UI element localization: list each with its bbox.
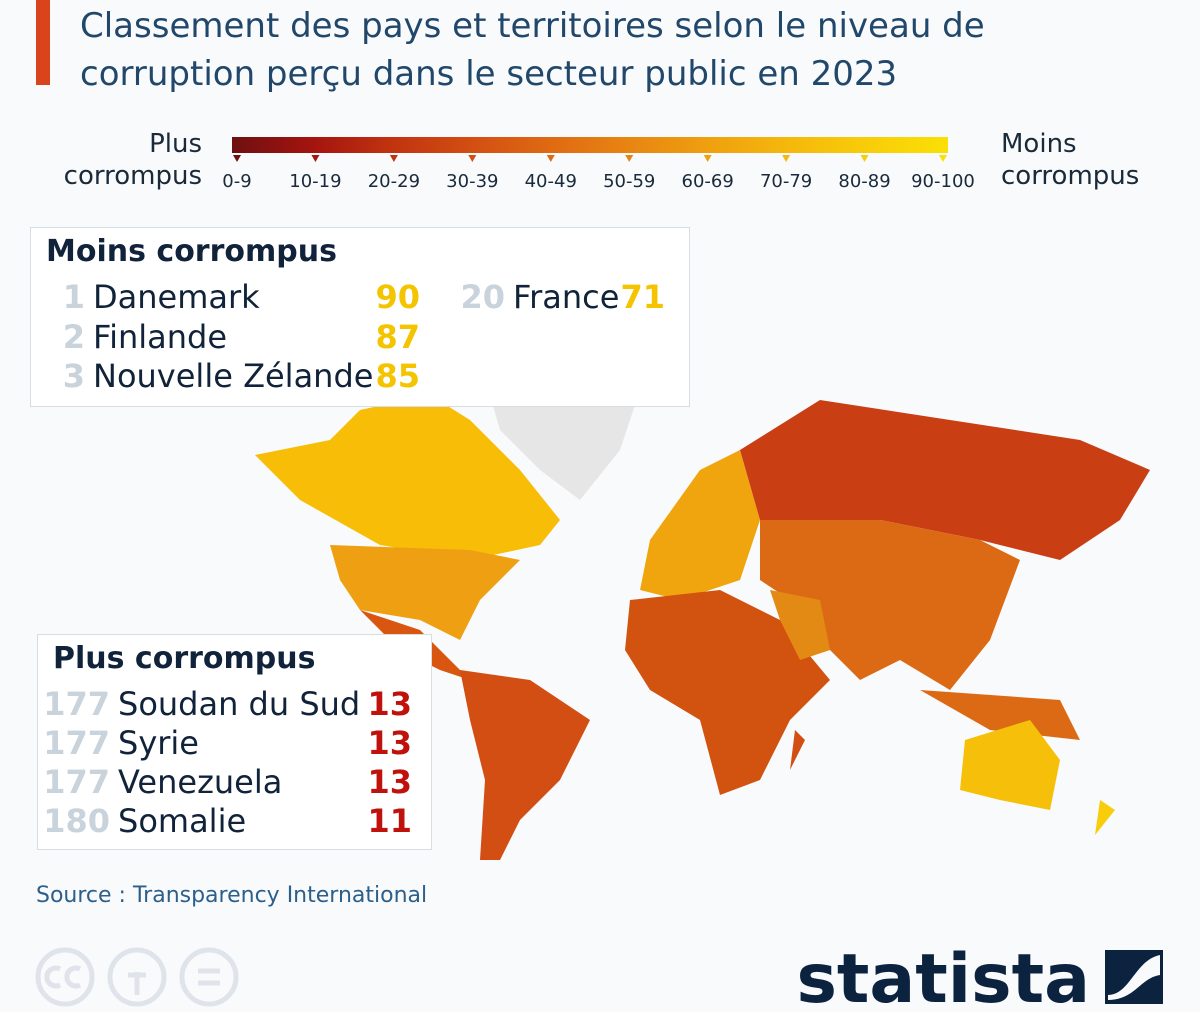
legend-bin-label: 60-69: [682, 171, 734, 192]
region: [625, 590, 830, 795]
region: [790, 730, 805, 770]
legend-bin-label: 50-59: [603, 171, 655, 192]
license-icons: [35, 947, 239, 1007]
legend-marker: [311, 155, 320, 162]
legend-marker: [703, 155, 712, 162]
world-map: [255, 380, 1150, 860]
rank: 3: [62, 357, 85, 395]
color-scale: [232, 137, 948, 153]
legend-marker: [860, 155, 869, 162]
score: 71: [620, 278, 665, 316]
most-corrupt-box: Plus corrompus 177 Soudan du Sud 13 177 Syri…: [37, 634, 432, 850]
legend-bin-label: 10-19: [289, 171, 341, 192]
icon: [198, 968, 220, 986]
score: 13: [367, 685, 412, 723]
legend-marker: [625, 155, 634, 162]
region: [960, 720, 1060, 810]
score: 11: [367, 802, 412, 840]
region: [330, 545, 520, 640]
region: [1095, 800, 1115, 835]
legend-bin-label: 80-89: [838, 171, 890, 192]
rank: 20: [460, 278, 505, 316]
legend-bin-label: 90-100: [911, 171, 975, 192]
region: [760, 520, 1020, 690]
region: [255, 395, 560, 560]
rank: 177: [43, 724, 110, 762]
title: Classement des pays et territoires selon…: [80, 6, 985, 94]
legend-marker: [233, 155, 241, 162]
logo: [1108, 955, 1160, 1000]
box-title: Plus corrompus: [53, 641, 316, 676]
score: 90: [375, 278, 420, 316]
legend-marker: [546, 155, 555, 162]
country: France: [513, 278, 620, 316]
brand: statista: [796, 940, 1090, 1012]
icon: [128, 972, 146, 995]
icon: [179, 947, 239, 1007]
legend-bin-label: 20-29: [368, 171, 420, 192]
rank: 177: [43, 685, 110, 723]
country: Syrie: [118, 724, 199, 762]
country: Venezuela: [118, 763, 283, 801]
legend-bin-label: 0-9: [222, 171, 251, 192]
legend-bin-label: 40-49: [525, 171, 577, 192]
icon: [35, 947, 95, 1007]
region: [490, 380, 640, 500]
country: Finlande: [93, 317, 228, 356]
score: 13: [367, 763, 412, 801]
score: 13: [367, 724, 412, 762]
score: 87: [375, 317, 420, 356]
icon: [44, 965, 82, 989]
country: Somalie: [118, 802, 247, 840]
country: Nouvelle Zélande: [93, 357, 374, 395]
rank: 2: [62, 317, 85, 356]
legend-marker: [468, 155, 477, 162]
legend-bin-label: 70-79: [760, 171, 812, 192]
legend-bin-label: 30-39: [446, 171, 498, 192]
legend-marker: [782, 155, 791, 162]
brand-mark: [1105, 950, 1163, 1004]
region: [460, 670, 590, 860]
box-title: Moins corrompus: [46, 234, 337, 269]
country: Soudan du Sud: [118, 685, 361, 723]
rank: 177: [43, 763, 110, 801]
legend-right-label: Moins corrompus: [1001, 129, 1140, 191]
source: Source : Transparency International: [36, 883, 428, 908]
region: [770, 590, 830, 660]
legend-marker: [939, 155, 947, 162]
country: Danemark: [93, 278, 260, 316]
least-corrupt-box: Moins corrompus 1 Danemark 90 2 Finlande 87 3 N…: [30, 227, 690, 407]
region: [640, 450, 760, 600]
legend-marker: [389, 155, 398, 162]
score: 85: [375, 357, 420, 395]
accent-bar: [36, 0, 50, 85]
region: [920, 690, 1080, 740]
rank: 180: [43, 802, 110, 840]
rank: 1: [62, 278, 85, 316]
icon: [107, 947, 167, 1007]
legend-left-label: Plus corrompus: [63, 129, 202, 191]
